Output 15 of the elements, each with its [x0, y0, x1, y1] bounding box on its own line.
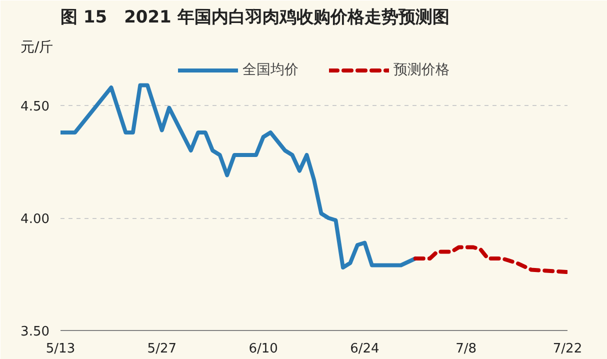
chart-title: 图 15 2021 年国内白羽肉鸡收购价格走势预测图 [60, 8, 450, 28]
y-tick-label: 3.50 [20, 324, 50, 340]
legend-label: 全国均价 [242, 61, 298, 79]
line-series [60, 83, 418, 270]
x-tick-label: 5/27 [147, 342, 177, 356]
line-series [413, 245, 568, 274]
legend-label: 预测价格 [394, 61, 450, 79]
y-axis-title: 元/斤 [20, 40, 54, 56]
x-tick-label: 6/24 [350, 342, 380, 356]
y-tick-label: 4.50 [20, 100, 50, 114]
x-tick-label: 7/8 [456, 342, 477, 356]
x-tick-label: 6/10 [248, 342, 278, 356]
x-tick-label: 7/22 [552, 342, 582, 356]
x-tick-label: 5/13 [46, 342, 76, 356]
y-tick-label: 4.00 [20, 212, 50, 227]
